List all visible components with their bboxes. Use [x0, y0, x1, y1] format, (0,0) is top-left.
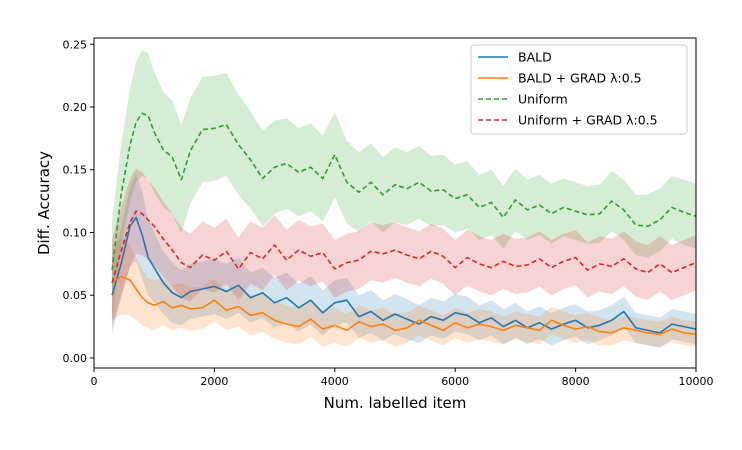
y-axis-label: Diff. Accuracy [35, 151, 53, 255]
y-tick-label: 0.10 [63, 226, 88, 239]
x-tick-label: 4000 [321, 375, 349, 388]
series-line-0 [111, 216, 697, 334]
x-tick-label: 0 [91, 375, 98, 388]
y-tick-label: 0.15 [63, 164, 88, 177]
y-tick-label: 0.05 [63, 289, 88, 302]
legend: BALD BALD + GRAD λ:0.5 Uniform Uniform + GR… [470, 44, 688, 135]
x-tick-label: 10000 [679, 375, 714, 388]
series-line-1 [111, 275, 697, 335]
y-tick-label: 0.20 [63, 101, 88, 114]
x-axis-label: Num. labelled item [324, 394, 467, 412]
series-line-2 [111, 112, 697, 271]
band-2 [112, 50, 697, 321]
y-tick-label: 0.00 [63, 352, 88, 365]
confidence-bands [112, 50, 697, 348]
series-lines [111, 112, 697, 335]
x-tick-label: 8000 [562, 375, 590, 388]
x-tick-label: 2000 [200, 375, 228, 388]
legend-label-1: BALD + GRAD λ:0.5 [518, 71, 642, 86]
x-axis-ticks: 0 2000 4000 6000 8000 10000 [91, 368, 714, 388]
band-1 [112, 238, 697, 347]
series-line-3 [111, 210, 697, 283]
legend-label-2: Uniform [518, 92, 568, 107]
band-0 [112, 173, 697, 348]
y-tick-label: 0.25 [63, 38, 88, 51]
legend-label-3: Uniform + GRAD λ:0.5 [518, 113, 658, 128]
legend-label-0: BALD [518, 50, 552, 65]
legend-box [470, 44, 688, 135]
plot-area-frame [93, 37, 697, 369]
y-axis-ticks: 0.00 0.05 0.10 0.15 0.20 0.25 [63, 38, 94, 365]
band-3 [112, 168, 697, 327]
x-tick-label: 6000 [441, 375, 469, 388]
